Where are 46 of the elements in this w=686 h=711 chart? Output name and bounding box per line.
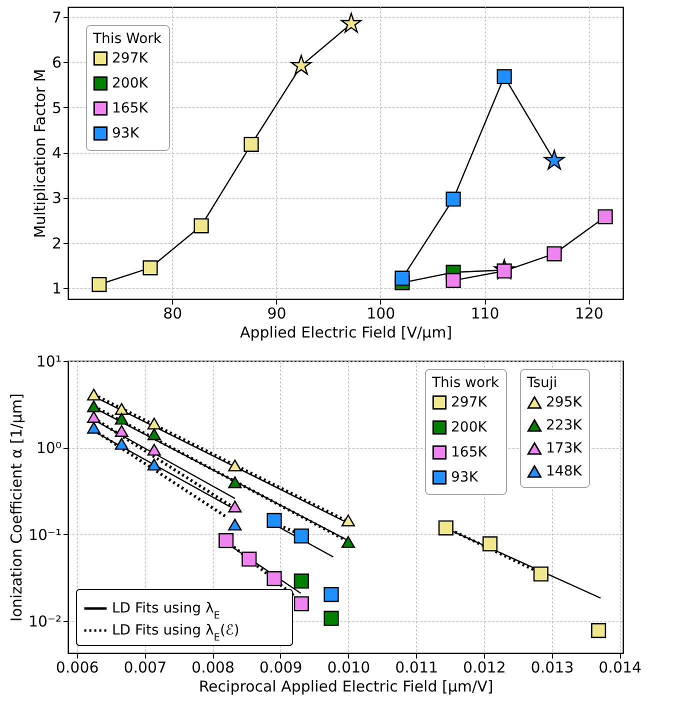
x-tick-label: 90 [267,304,286,322]
x-tick-label: 0.014 [598,658,642,676]
legend-label: 223K [546,418,583,434]
legend-label: 200K [451,420,488,436]
y-tick-label: 10⁰ [36,439,62,458]
y-tick-label: 1 [52,280,62,298]
y-axis-title: Multiplication Factor M [30,68,49,238]
x-tick-label: 0.013 [530,658,574,676]
x-tick-label: 110 [470,304,500,322]
text: This work [432,375,499,391]
legend-label: 297K [112,50,149,66]
text: Tsuji [527,375,558,391]
y-tick-label: 10⁻¹ [28,526,62,544]
legend-label: 148K [546,464,583,480]
x-tick-label: 0.008 [192,658,234,676]
x-tick-label: 0.010 [327,658,370,676]
legend-label: 297K [451,394,488,410]
legend-label: LD Fits using λ$_{E}$(ℰ) [112,622,240,643]
x-tick-label: 100 [366,304,396,322]
legend-label: 165K [112,100,149,116]
legend-label: 93K [451,470,479,486]
y-tick-label: 6 [52,54,62,72]
x-tick-label: 0.009 [259,658,302,676]
x-tick-label: 0.012 [462,658,506,676]
x-tick-label: 120 [574,304,604,322]
x-axis-title: Applied Electric Field [V/μm] [240,324,452,342]
legend-label: 93K [112,126,140,142]
legend-label: 200K [112,76,149,92]
legend-label: 295K [546,394,583,410]
legend-label: 165K [451,444,488,460]
y-tick-label: 4 [52,144,62,162]
x-tick-label: 80 [163,304,182,322]
y-tick-label: 10⁻² [28,612,62,631]
x-tick-label: 0.006 [56,658,99,676]
legend-title: This Work [92,31,162,47]
y-tick-label: 2 [52,234,62,252]
y-tick-label: 7 [52,8,62,26]
y-tick-label: 3 [52,189,62,208]
legend-label: LD Fits using λ$_{E}$ [112,600,220,621]
y-tick-label: 10¹ [36,352,62,370]
x-tick-label: 0.011 [395,658,438,676]
y-axis-title: Ionization Coefficient α [1/μm] [7,393,26,622]
y-tick-label: 5 [52,98,62,117]
x-tick-label: 0.007 [124,658,167,676]
legend-label: 173K [546,440,583,456]
x-axis-title: Reciprocal Applied Electric Field [μm/V] [198,678,494,696]
